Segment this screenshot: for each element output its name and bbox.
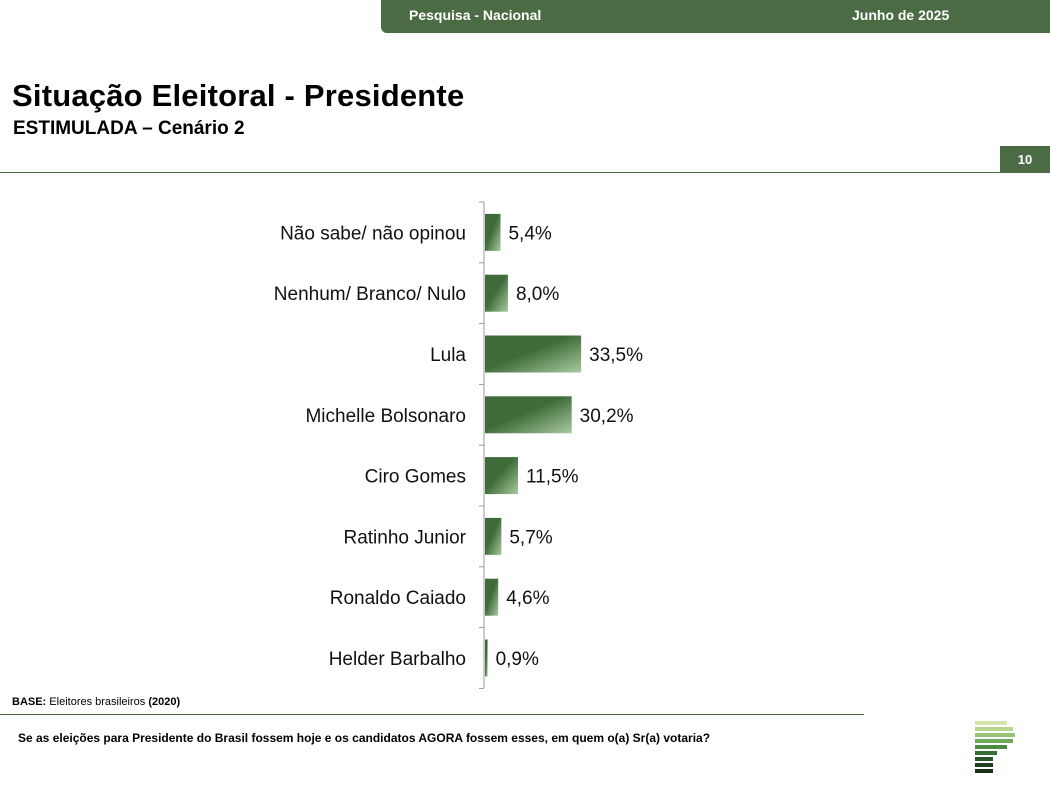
bar [485,639,488,677]
data-label: 4,6% [506,588,549,609]
category-label: Nenhum/ Branco/ Nulo [274,284,466,305]
page-subtitle: ESTIMULADA – Cenário 2 [13,118,245,139]
base-note: BASE: Eleitores brasileiros (2020) [12,696,180,708]
data-label: 0,9% [496,649,539,670]
category-label: Helder Barbalho [329,649,466,670]
bar [485,335,582,373]
page-title: Situação Eleitoral - Presidente [12,78,465,113]
bar [485,457,519,495]
base-label: BASE: [12,696,47,708]
category-label: Michelle Bolsonaro [305,406,466,427]
survey-question: Se as eleições para Presidente do Brasil… [18,731,711,745]
divider-top [0,172,1050,173]
category-label: Ciro Gomes [365,467,466,488]
bar [485,396,572,434]
bar [485,517,502,555]
data-label: 30,2% [580,406,634,427]
data-label: 33,5% [589,345,643,366]
category-label: Não sabe/ não opinou [280,223,466,244]
category-label: Ratinho Junior [343,527,466,548]
base-count: (2020) [148,696,181,708]
category-label: Lula [430,345,466,366]
header-bar: Pesquisa - Nacional Junho de 2025 [381,0,1050,33]
data-label: 5,7% [509,527,552,548]
base-text: Eleitores brasileiros [49,696,146,708]
bar [485,578,499,616]
survey-date: Junho de 2025 [852,7,950,23]
category-label: Ronaldo Caiado [330,588,466,609]
bar [485,213,501,251]
survey-name: Pesquisa - Nacional [409,7,542,23]
brand-logo [975,721,1015,773]
data-label: 5,4% [508,223,551,244]
data-label: 8,0% [516,284,559,305]
page-number: 10 [1000,146,1050,173]
divider-bottom [0,714,864,715]
bar [485,274,508,312]
bar-chart: Não sabe/ não opinou 5,4% Nenhum/ Branco/ … [274,201,643,689]
data-label: 11,5% [526,467,579,488]
